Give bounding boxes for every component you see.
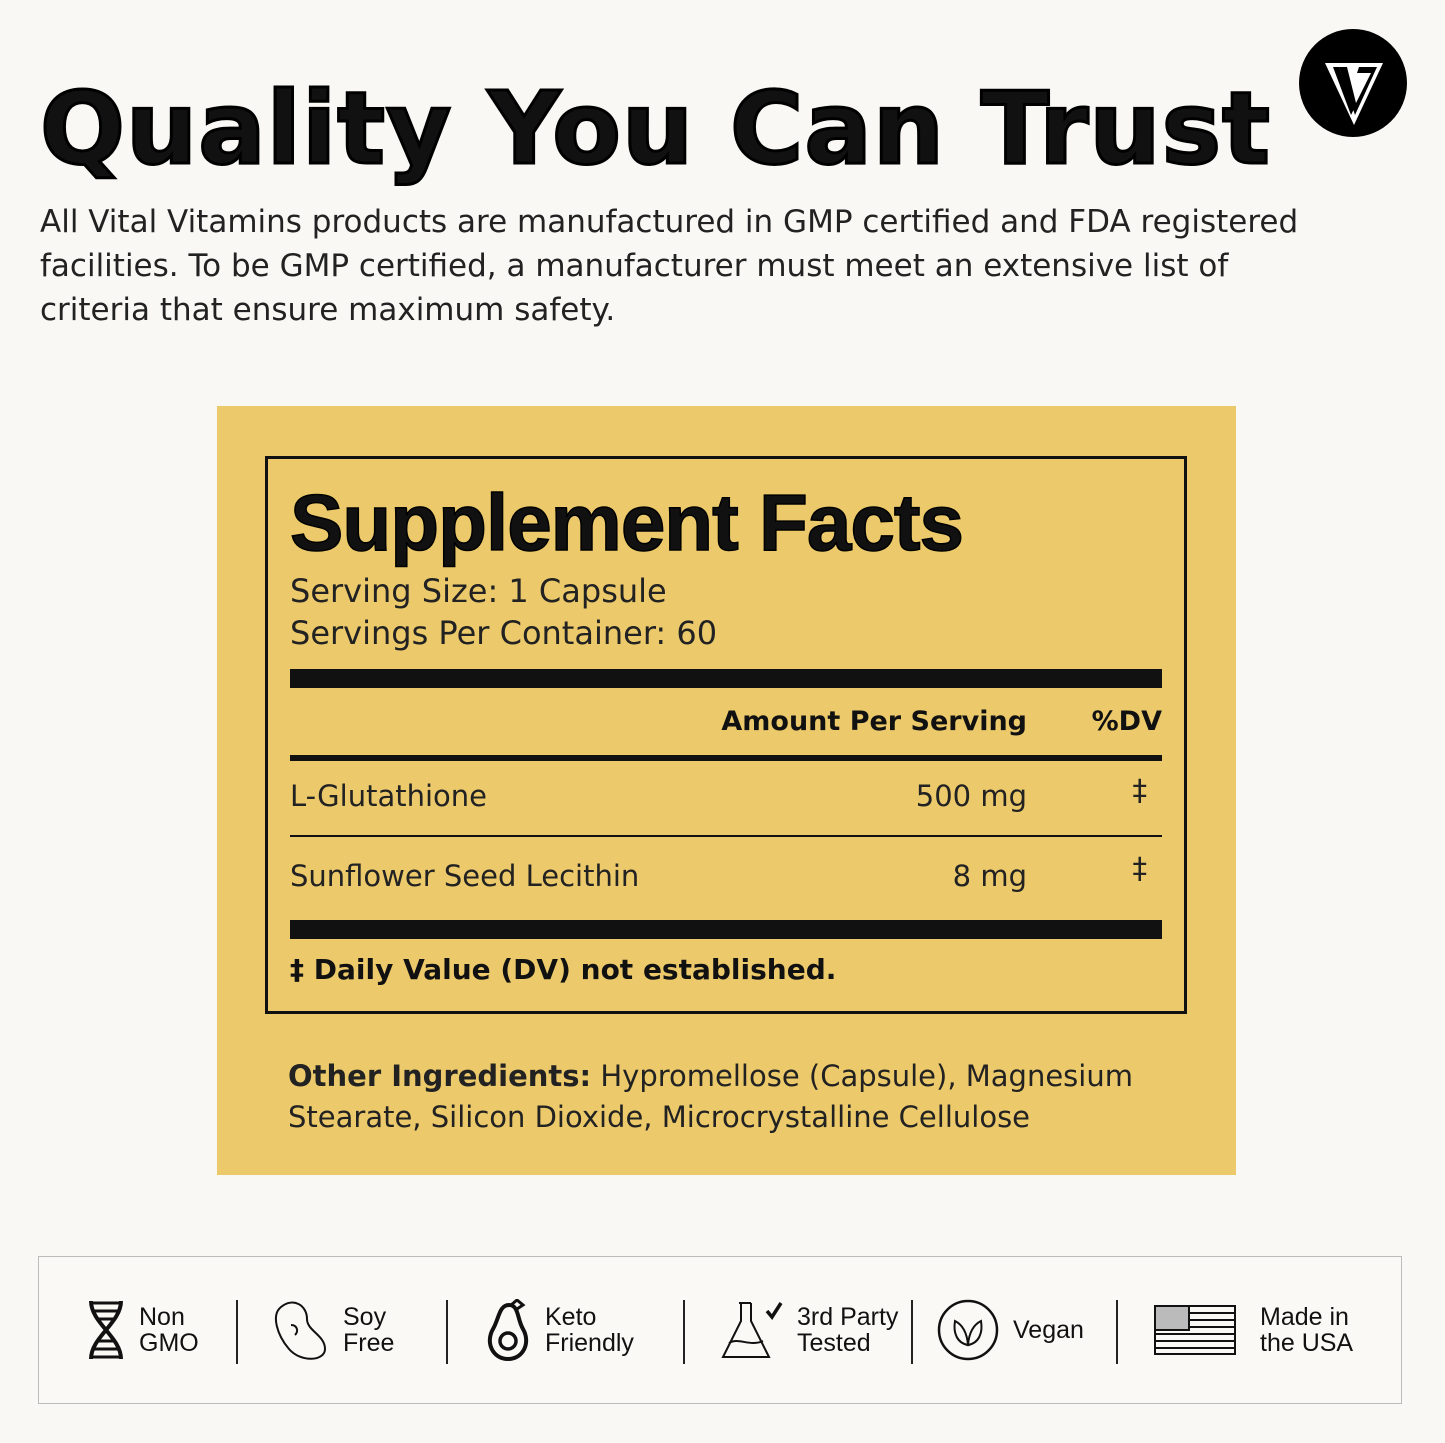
- row-amount: 8 mg: [952, 859, 1027, 893]
- col-dv: %DV: [1091, 706, 1162, 737]
- separator: [236, 1300, 238, 1364]
- separator: [911, 1300, 913, 1364]
- badge-keto-friendly: Keto Friendly: [485, 1297, 634, 1363]
- supplement-facts-box: Supplement Facts Serving Size: 1 Capsule…: [265, 456, 1187, 1014]
- badge-line1: Soy: [343, 1303, 387, 1331]
- footnote: ‡ Daily Value (DV) not established.: [290, 953, 837, 986]
- badge-line2: GMO: [139, 1329, 199, 1357]
- row-dv: ‡: [1132, 773, 1148, 807]
- facts-title: Supplement Facts: [289, 477, 965, 568]
- flask-check-icon: [721, 1302, 783, 1358]
- divider-medium: [290, 755, 1162, 761]
- badge-line1: Keto: [545, 1303, 597, 1331]
- badge-line1: Non: [139, 1303, 185, 1331]
- badge-non-gmo: Non GMO: [87, 1297, 199, 1363]
- badge-soy-free: Soy Free: [271, 1297, 394, 1363]
- row-name: L-Glutathione: [290, 779, 487, 813]
- divider-thick: [290, 669, 1162, 688]
- badge-line2: Friendly: [545, 1329, 634, 1357]
- badge-line2: the USA: [1260, 1329, 1354, 1357]
- intro-text: All Vital Vitamins products are manufact…: [40, 204, 1299, 328]
- row-amount: 500 mg: [915, 779, 1027, 813]
- supplement-panel: Supplement Facts Serving Size: 1 Capsule…: [217, 406, 1236, 1175]
- badge-line2: Free: [343, 1329, 395, 1357]
- separator: [446, 1300, 448, 1364]
- serving-size: Serving Size: 1 Capsule: [290, 572, 667, 610]
- col-amount: Amount Per Serving: [721, 706, 1027, 737]
- divider-thin: [290, 835, 1162, 837]
- badge-third-party-tested: 3rd Party Tested: [721, 1297, 898, 1363]
- badge-line2: Tested: [797, 1329, 871, 1357]
- badge-line1: Made in: [1260, 1303, 1349, 1331]
- servings-per-container: Servings Per Container: 60: [290, 614, 718, 652]
- page-title: Quality You Can Trust: [39, 69, 1272, 189]
- other-label: Other Ingredients:: [288, 1059, 592, 1093]
- us-flag-icon: [1154, 1305, 1236, 1355]
- row-name: Sunflower Seed Lecithin: [290, 859, 640, 893]
- separator: [683, 1300, 685, 1364]
- brand-logo: [1299, 29, 1407, 137]
- other-text: Hypromellose (Capsule), Magnesium Steara…: [288, 1059, 1133, 1134]
- dna-icon: [89, 1300, 123, 1360]
- avocado-icon: [487, 1299, 529, 1361]
- badge-vegan: Vegan: [937, 1297, 1084, 1363]
- badge-made-in-usa: Made in the USA: [1154, 1297, 1353, 1363]
- row-dv: ‡: [1132, 851, 1148, 885]
- badge-line1: 3rd Party: [797, 1303, 899, 1331]
- v-logo-icon: [1325, 63, 1383, 125]
- divider-thick: [290, 920, 1162, 939]
- soybean-icon: [274, 1301, 327, 1360]
- other-ingredients: Other Ingredients: Hypromellose (Capsule…: [288, 1056, 1188, 1138]
- badge-line1: Vegan: [1013, 1316, 1084, 1344]
- badges-bar: Non GMO Soy Free Keto Friendly 3rd Party Tes…: [38, 1256, 1402, 1404]
- separator: [1116, 1300, 1118, 1364]
- leaf-icon: [937, 1299, 999, 1361]
